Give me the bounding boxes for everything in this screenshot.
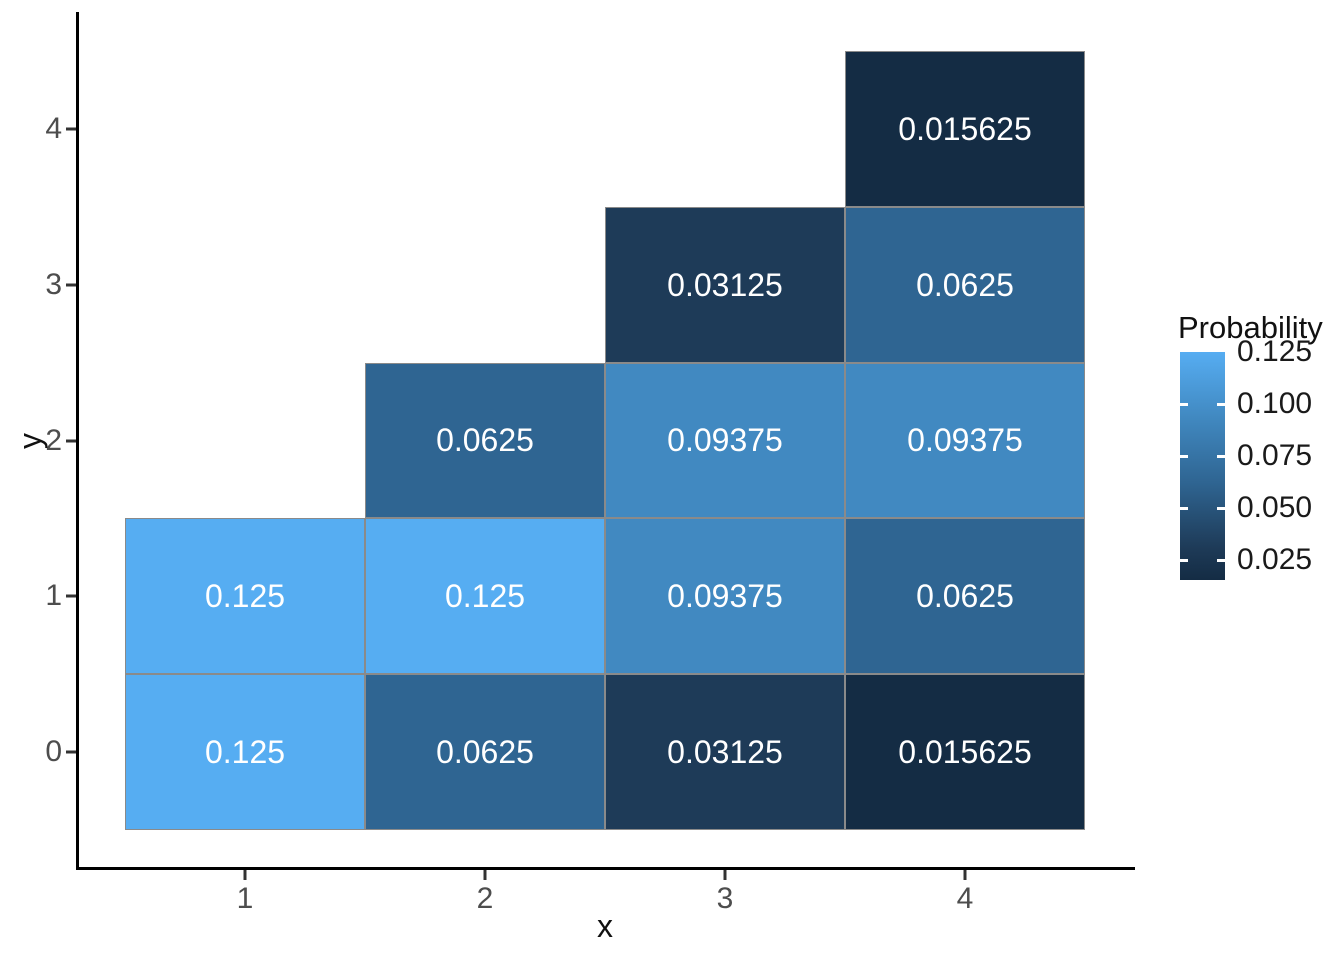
legend-tick-label: 0.050 bbox=[1237, 491, 1313, 525]
tile-value-label: 0.125 bbox=[204, 734, 286, 771]
heatmap-tile: 0.125 bbox=[365, 518, 605, 675]
tile-value-label: 0.0625 bbox=[436, 734, 534, 771]
x-tick-mark bbox=[723, 870, 727, 880]
legend-tick-label: 0.100 bbox=[1237, 387, 1313, 421]
legend-tick-mark bbox=[1180, 506, 1188, 510]
x-axis-line bbox=[76, 867, 1135, 870]
heatmap-tile: 0.09375 bbox=[845, 362, 1085, 519]
x-tick-label: 2 bbox=[476, 882, 494, 915]
y-axis-title: y bbox=[12, 433, 48, 449]
y-tick-mark bbox=[66, 750, 76, 754]
tile-value-label: 0.0625 bbox=[916, 266, 1014, 303]
legend-tick-label: 0.075 bbox=[1237, 439, 1313, 473]
legend-tick-mark bbox=[1217, 454, 1225, 458]
x-axis-title: x bbox=[597, 908, 613, 944]
tile-value-label: 0.0625 bbox=[436, 422, 534, 459]
x-tick-label: 3 bbox=[716, 882, 734, 915]
y-tick-label: 1 bbox=[45, 579, 62, 613]
x-tick-mark bbox=[963, 870, 967, 880]
y-tick-mark bbox=[66, 439, 76, 442]
x-tick-mark bbox=[483, 870, 487, 880]
y-tick-label: 2 bbox=[45, 423, 62, 457]
legend-tick-mark bbox=[1180, 558, 1188, 562]
heatmap-tile: 0.015625 bbox=[845, 674, 1085, 831]
tile-value-label: 0.0625 bbox=[916, 578, 1014, 615]
heatmap-tile: 0.125 bbox=[125, 674, 365, 831]
heatmap-tile: 0.03125 bbox=[605, 674, 845, 831]
y-tick-mark bbox=[66, 594, 76, 598]
tile-value-label: 0.125 bbox=[444, 578, 526, 615]
legend-tick-label: 0.025 bbox=[1237, 543, 1313, 577]
tile-value-label: 0.09375 bbox=[667, 422, 783, 459]
heatmap-tile: 0.015625 bbox=[845, 50, 1085, 207]
y-tick-mark bbox=[66, 127, 76, 131]
tile-value-label: 0.015625 bbox=[898, 110, 1032, 147]
legend-tick-label: 0.125 bbox=[1237, 335, 1313, 368]
heatmap-tile: 0.0625 bbox=[365, 674, 605, 831]
heatmap-tile: 0.0625 bbox=[845, 518, 1085, 675]
tile-value-label: 0.125 bbox=[204, 578, 286, 615]
x-tick-label: 4 bbox=[956, 882, 974, 915]
tile-value-label: 0.09375 bbox=[667, 578, 783, 615]
legend-tick-mark bbox=[1217, 558, 1225, 562]
x-tick-mark bbox=[243, 870, 247, 880]
heatmap-tile: 0.0625 bbox=[365, 362, 605, 519]
y-tick-label: 0 bbox=[45, 735, 62, 769]
y-tick-label: 4 bbox=[45, 111, 62, 145]
legend-tick-mark bbox=[1217, 506, 1225, 510]
legend-gradient-bar bbox=[1180, 352, 1225, 580]
y-tick-mark bbox=[66, 283, 76, 287]
y-axis-line bbox=[76, 12, 79, 870]
heatmap-tile: 0.0625 bbox=[845, 206, 1085, 363]
heatmap-tile: 0.125 bbox=[125, 518, 365, 675]
heatmap-tile: 0.09375 bbox=[605, 362, 845, 519]
tile-value-label: 0.03125 bbox=[667, 734, 783, 771]
tile-value-label: 0.03125 bbox=[667, 266, 783, 303]
heatmap-tile: 0.03125 bbox=[605, 206, 845, 363]
x-tick-label: 1 bbox=[236, 882, 254, 915]
heatmap-tile: 0.09375 bbox=[605, 518, 845, 675]
legend-tick-mark bbox=[1180, 402, 1188, 406]
legend-tick-mark bbox=[1217, 402, 1225, 406]
tile-value-label: 0.015625 bbox=[898, 734, 1032, 771]
legend-tick-mark bbox=[1180, 454, 1188, 458]
legend-title: Probability bbox=[1178, 310, 1323, 345]
tile-value-label: 0.09375 bbox=[907, 422, 1023, 459]
y-tick-label: 3 bbox=[45, 267, 62, 301]
